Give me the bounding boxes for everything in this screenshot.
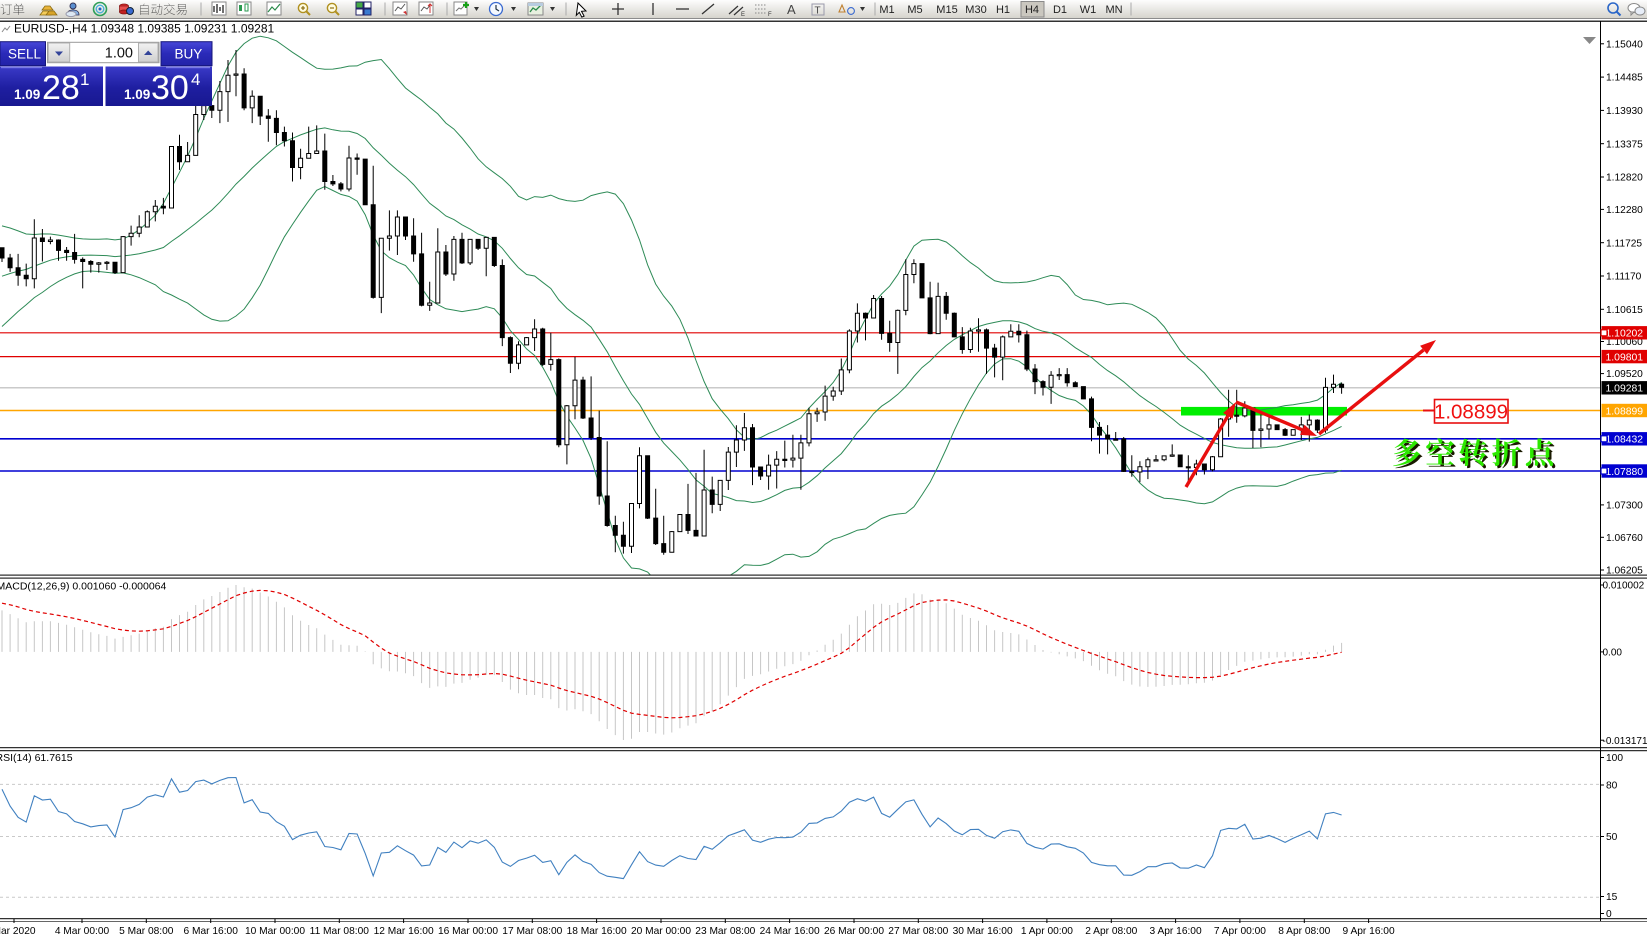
svg-text:28: 28 xyxy=(42,69,80,107)
svg-text:1.11725: 1.11725 xyxy=(1606,238,1642,249)
svg-text:1.09: 1.09 xyxy=(14,87,40,102)
svg-text:1.13375: 1.13375 xyxy=(1606,139,1643,150)
svg-text:1.00: 1.00 xyxy=(105,46,133,62)
svg-text:1.09: 1.09 xyxy=(124,87,150,102)
svg-text:1.06760: 1.06760 xyxy=(1606,533,1643,544)
svg-text:SELL: SELL xyxy=(8,47,42,62)
svg-text:1.08899: 1.08899 xyxy=(1606,406,1644,417)
svg-text:0: 0 xyxy=(1606,909,1612,920)
svg-text:MN: MN xyxy=(1105,4,1122,16)
svg-text:E: E xyxy=(741,12,745,18)
svg-text:1.06205: 1.06205 xyxy=(1606,566,1643,577)
svg-text:9 Apr 16:00: 9 Apr 16:00 xyxy=(1343,926,1395,937)
svg-text:1.09801: 1.09801 xyxy=(1606,352,1644,363)
svg-text:30 Mar 16:00: 30 Mar 16:00 xyxy=(953,926,1013,937)
svg-text:50: 50 xyxy=(1606,832,1618,843)
svg-text:1.11170: 1.11170 xyxy=(1606,272,1642,283)
svg-text:80: 80 xyxy=(1606,781,1618,792)
svg-text:W1: W1 xyxy=(1080,4,1097,16)
svg-text:1: 1 xyxy=(80,70,89,89)
svg-text:1 Apr 00:00: 1 Apr 00:00 xyxy=(1021,926,1073,937)
svg-text:16 Mar 00:00: 16 Mar 00:00 xyxy=(438,926,498,937)
svg-text:1.12820: 1.12820 xyxy=(1606,173,1643,184)
svg-text:M30: M30 xyxy=(965,4,986,16)
svg-text:1.13930: 1.13930 xyxy=(1606,106,1643,117)
svg-text:10 Mar 00:00: 10 Mar 00:00 xyxy=(245,926,305,937)
svg-text:8 Apr 08:00: 8 Apr 08:00 xyxy=(1278,926,1330,937)
svg-text:3 Apr 16:00: 3 Apr 16:00 xyxy=(1150,926,1202,937)
svg-text:BUY: BUY xyxy=(175,47,203,62)
svg-text:F: F xyxy=(768,12,772,18)
svg-text:0.010002: 0.010002 xyxy=(1603,581,1645,592)
svg-text:1.08899: 1.08899 xyxy=(1434,401,1508,424)
svg-text:4: 4 xyxy=(191,70,200,89)
svg-text:EURUSD-,H4 1.09348 1.09385 1.: EURUSD-,H4 1.09348 1.09385 1.09231 1.092… xyxy=(14,22,275,36)
svg-text:1.10202: 1.10202 xyxy=(1606,329,1644,340)
svg-text:4 Mar 00:00: 4 Mar 00:00 xyxy=(55,926,110,937)
svg-text:27 Mar 08:00: 27 Mar 08:00 xyxy=(888,926,948,937)
svg-text:24 Mar 16:00: 24 Mar 16:00 xyxy=(760,926,820,937)
svg-text:M1: M1 xyxy=(879,4,894,16)
svg-text:20 Mar 00:00: 20 Mar 00:00 xyxy=(631,926,691,937)
svg-text:5 Mar 08:00: 5 Mar 08:00 xyxy=(119,926,174,937)
svg-text:T: T xyxy=(815,6,821,17)
svg-text:RSI(14) 61.7615: RSI(14) 61.7615 xyxy=(0,752,73,764)
svg-text:15: 15 xyxy=(1606,892,1618,903)
svg-text:1.09281: 1.09281 xyxy=(1606,384,1644,395)
svg-text:1.07300: 1.07300 xyxy=(1606,501,1643,512)
svg-text:Mar 2020: Mar 2020 xyxy=(0,926,36,937)
svg-text:100: 100 xyxy=(1606,753,1623,764)
svg-text:1.14485: 1.14485 xyxy=(1606,73,1643,84)
svg-text:30: 30 xyxy=(151,69,189,107)
svg-text:H4: H4 xyxy=(1025,4,1039,16)
svg-text:1.08432: 1.08432 xyxy=(1606,435,1644,446)
svg-text:18 Mar 16:00: 18 Mar 16:00 xyxy=(567,926,627,937)
svg-text:1.10060: 1.10060 xyxy=(1606,337,1643,348)
svg-text:M5: M5 xyxy=(907,4,922,16)
svg-text:0.00: 0.00 xyxy=(1603,648,1623,659)
svg-text:A: A xyxy=(787,2,796,17)
svg-text:6 Mar 16:00: 6 Mar 16:00 xyxy=(184,926,239,937)
svg-text:1.09520: 1.09520 xyxy=(1606,369,1643,380)
svg-text:2 Apr 08:00: 2 Apr 08:00 xyxy=(1085,926,1137,937)
svg-text:1.15040: 1.15040 xyxy=(1606,39,1643,50)
svg-text:H1: H1 xyxy=(996,4,1010,16)
svg-text:MACD(12,26,9) 0.001060 -0.0000: MACD(12,26,9) 0.001060 -0.000064 xyxy=(0,581,167,593)
svg-text:D1: D1 xyxy=(1053,4,1067,16)
svg-text:26 Mar 00:00: 26 Mar 00:00 xyxy=(824,926,884,937)
svg-text:17 Mar 08:00: 17 Mar 08:00 xyxy=(502,926,562,937)
svg-text:1.10615: 1.10615 xyxy=(1606,305,1643,316)
svg-text:12 Mar 16:00: 12 Mar 16:00 xyxy=(374,926,434,937)
svg-text:11 Mar 08:00: 11 Mar 08:00 xyxy=(310,926,370,937)
svg-text:23 Mar 08:00: 23 Mar 08:00 xyxy=(695,926,755,937)
svg-text:7 Apr 00:00: 7 Apr 00:00 xyxy=(1214,926,1266,937)
svg-text:-0.013171: -0.013171 xyxy=(1603,736,1647,747)
svg-text:M15: M15 xyxy=(936,4,957,16)
svg-text:1.12280: 1.12280 xyxy=(1606,205,1643,216)
svg-text:1.07880: 1.07880 xyxy=(1606,467,1644,478)
